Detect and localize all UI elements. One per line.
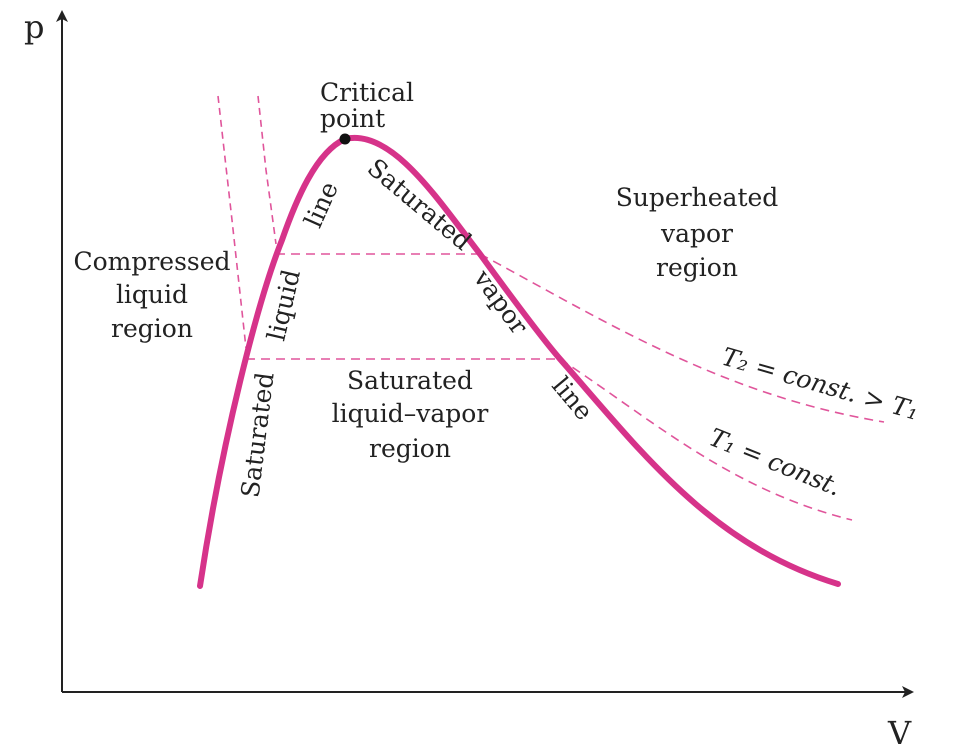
mixture-region-label-line3: region xyxy=(369,434,451,463)
critical-point-label-line2: point xyxy=(320,104,385,133)
mixture-region-label-line1: Saturated xyxy=(347,366,473,395)
compressed-region-label-line3: region xyxy=(111,314,193,343)
sat-vapor-line-word-vapor: vapor xyxy=(467,264,533,340)
superheated-region-label-line2: vapor xyxy=(660,219,733,248)
compressed-region-label-line2: liquid xyxy=(116,280,188,309)
compressed-region-label-line1: Compressed xyxy=(73,247,230,276)
sat-vapor-line-word-saturated: Saturated xyxy=(362,153,477,256)
y-axis-label: p xyxy=(24,8,44,46)
mixture-region-label-line2: liquid–vapor xyxy=(332,399,489,428)
critical-point-label-line1: Critical xyxy=(320,78,414,107)
isotherm-t1-label: T₁ = const. xyxy=(705,423,845,502)
x-axis-label: V xyxy=(887,714,912,748)
superheated-region-label-line1: Superheated xyxy=(616,183,779,212)
sat-liquid-line-word-saturated: Saturated xyxy=(236,371,280,499)
superheated-region-label-line3: region xyxy=(656,253,738,282)
isotherm-t1-vapor-segment xyxy=(559,358,853,521)
critical-point-marker xyxy=(339,133,351,145)
isotherm-t1-liquid-segment xyxy=(217,95,247,349)
isotherm-t2-liquid-segment xyxy=(257,95,277,245)
isotherm-t2-label: T₂ = const. > T₁ xyxy=(719,342,922,426)
saturation-dome xyxy=(197,134,841,589)
